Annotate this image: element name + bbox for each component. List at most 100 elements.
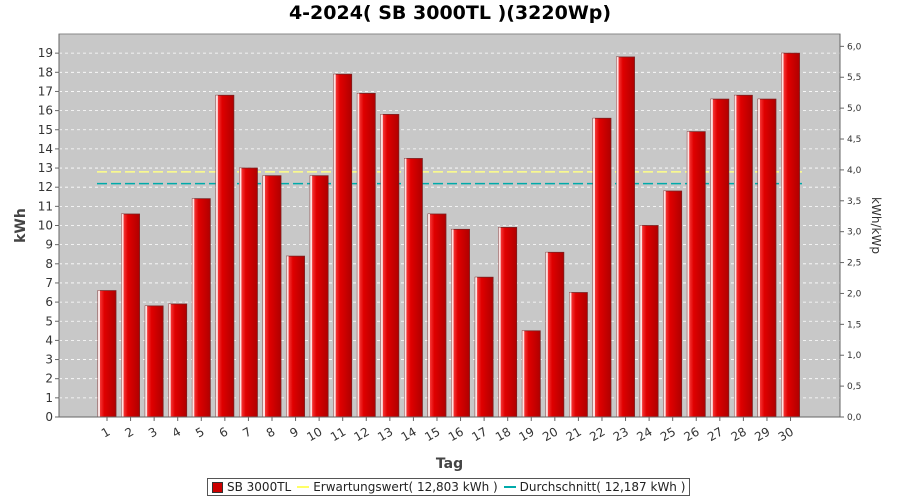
x-tick-label: 20 (540, 424, 560, 444)
bar-highlight (427, 214, 430, 417)
y-tick-label: 8 (45, 257, 53, 271)
x-tick-label: 16 (446, 424, 466, 444)
y-tick-label: 18 (38, 65, 53, 79)
y-tick-label: 4 (45, 333, 53, 347)
legend-swatch-bar (212, 481, 223, 493)
bar (168, 303, 188, 418)
legend-swatch-expected (297, 486, 310, 488)
y-tick-label: 12 (38, 180, 53, 194)
x-tick-label: 7 (240, 424, 254, 440)
bar (639, 225, 659, 418)
bar-highlight (215, 95, 218, 417)
x-tick-label: 10 (304, 424, 324, 444)
legend: SB 3000TL Erwartungswert( 12,803 kWh ) D… (207, 478, 690, 496)
bar (498, 227, 518, 418)
y2-tick-label: 2,5 (847, 259, 861, 269)
bar-highlight (710, 99, 713, 418)
y2-tick-label: 3,0 (847, 228, 862, 238)
y-tick-label: 0 (45, 410, 53, 424)
y2-tick-label: 6,0 (847, 42, 862, 52)
y-tick-label: 17 (38, 84, 53, 98)
bar-highlight (168, 304, 171, 417)
bar (427, 213, 447, 418)
bar (616, 56, 635, 418)
y-tick-label: 19 (38, 46, 53, 60)
bar-highlight (663, 191, 666, 417)
x-tick-label: 27 (705, 424, 725, 444)
bar (569, 292, 588, 418)
bar (757, 98, 777, 418)
y2-tick-label: 1,0 (847, 351, 862, 361)
y-tick-label: 7 (45, 276, 53, 290)
bar-highlight (333, 74, 336, 417)
bar-highlight (640, 225, 643, 417)
y2-tick-label: 1,5 (847, 320, 861, 330)
bar-highlight (616, 56, 619, 417)
bar (191, 198, 211, 418)
x-tick-label: 18 (493, 424, 513, 444)
legend-label-series: SB 3000TL (227, 480, 292, 494)
bar (592, 117, 612, 418)
secondary-y-axis-label: kWh/kWp (869, 197, 883, 254)
chart-title: 4-2024( SB 3000TL )(3220Wp) (288, 2, 612, 24)
x-tick-label: 21 (564, 424, 584, 444)
x-tick-label: 4 (170, 424, 184, 440)
bar-highlight (687, 131, 690, 418)
bar-highlight (286, 256, 289, 417)
x-tick-label: 14 (399, 424, 419, 444)
x-tick-label: 29 (752, 424, 772, 444)
x-tick-label: 13 (375, 424, 395, 444)
bar (309, 175, 329, 418)
y2-tick-label: 5,5 (847, 73, 861, 83)
bar (286, 255, 305, 418)
bar (781, 52, 800, 418)
bar (262, 175, 282, 418)
x-tick-label: 2 (122, 424, 136, 440)
x-tick-label: 17 (469, 424, 489, 444)
y-tick-label: 10 (38, 219, 53, 233)
x-tick-label: 28 (729, 424, 749, 444)
bar-highlight (145, 305, 148, 417)
bar-highlight (121, 214, 124, 417)
gridlines (59, 52, 840, 418)
bar (663, 190, 683, 418)
x-tick-label: 22 (587, 424, 607, 444)
legend-item-series: SB 3000TL (212, 480, 291, 494)
reference-lines (97, 171, 802, 185)
bar-highlight (734, 95, 737, 417)
bar (239, 167, 258, 418)
bar (380, 114, 400, 418)
bar (451, 228, 470, 418)
x-tick-label: 23 (611, 424, 631, 444)
x-tick-label: 5 (193, 424, 207, 440)
bar (333, 73, 353, 418)
x-axis-label: Tag (436, 456, 463, 472)
bar-highlight (522, 330, 525, 417)
bar (215, 94, 235, 418)
bar-highlight (98, 290, 100, 417)
x-tick-label: 3 (146, 424, 160, 440)
bar-highlight (310, 175, 313, 417)
bar-highlight (262, 175, 265, 417)
x-tick-label: 1 (99, 424, 113, 440)
bars (97, 52, 800, 418)
y-tick-label: 14 (38, 142, 53, 156)
bar (121, 213, 140, 418)
bar (97, 290, 117, 418)
y-tick-label: 1 (45, 391, 53, 405)
bar (686, 131, 706, 418)
bar (545, 251, 565, 418)
y-tick-label: 11 (38, 199, 53, 213)
bar-highlight (757, 99, 760, 418)
bar (356, 92, 376, 418)
bar-highlight (592, 118, 595, 417)
bar-highlight (192, 198, 195, 417)
y-tick-label: 6 (45, 295, 53, 309)
bar (733, 94, 753, 418)
y-tick-label: 2 (45, 372, 53, 386)
bar-highlight (475, 277, 478, 417)
legend-label-average: Durchschnitt( 12,187 kWh ) (519, 480, 686, 494)
legend-item-expected: Erwartungswert( 12,803 kWh ) (297, 480, 498, 494)
